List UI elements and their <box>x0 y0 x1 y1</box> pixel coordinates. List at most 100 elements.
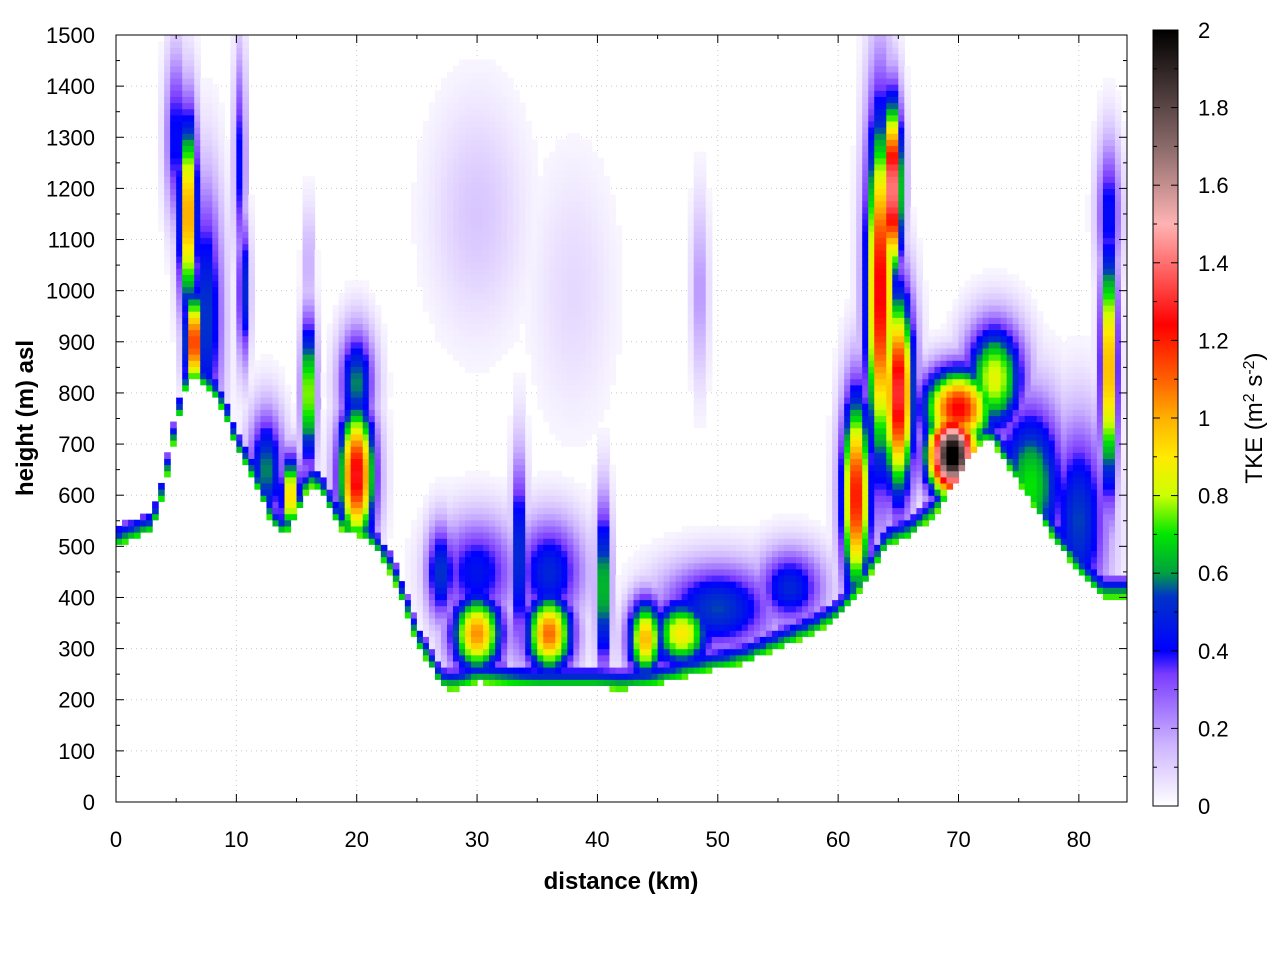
heatmap-cell <box>453 169 460 177</box>
heatmap-cell <box>537 384 544 392</box>
heatmap-cell <box>296 378 304 386</box>
heatmap-cell <box>368 409 376 417</box>
heatmap-cell <box>278 409 286 417</box>
heatmap-cell <box>440 200 448 208</box>
heatmap-cell <box>471 550 478 558</box>
heatmap-cell <box>302 415 310 423</box>
heatmap-cell <box>453 636 460 644</box>
heatmap-cell <box>687 562 695 570</box>
heatmap-cell <box>308 212 316 220</box>
heatmap-cell <box>320 384 328 392</box>
heatmap-cell <box>416 599 424 607</box>
heatmap-cell <box>537 274 544 282</box>
heatmap-cell <box>603 630 611 637</box>
heatmap-cell <box>513 304 520 312</box>
heatmap-cell <box>513 599 520 607</box>
heatmap-cell <box>723 538 731 545</box>
heatmap-cell <box>338 317 346 324</box>
heatmap-cell <box>465 96 472 104</box>
heatmap-cell <box>549 421 556 429</box>
heatmap-cell <box>501 120 508 128</box>
heatmap-cell <box>669 630 677 637</box>
heatmap-cell <box>705 360 713 367</box>
heatmap-cell <box>585 574 593 582</box>
heatmap-cell <box>164 243 171 251</box>
heatmap-cell <box>591 268 599 275</box>
heatmap-cell <box>176 231 183 239</box>
heatmap-cell <box>459 679 466 687</box>
heatmap-cell <box>603 206 611 214</box>
heatmap-cell <box>356 403 364 410</box>
heatmap-cell <box>507 648 514 656</box>
heatmap-cell <box>723 532 731 539</box>
heatmap-cell <box>717 642 725 650</box>
heatmap-cell <box>465 298 472 306</box>
heatmap-cell <box>254 366 262 374</box>
heatmap-cell <box>669 562 677 570</box>
heatmap-cell <box>278 507 286 515</box>
heatmap-cell <box>603 298 611 306</box>
heatmap-cell <box>705 648 713 656</box>
heatmap-cell <box>314 304 322 312</box>
heatmap-cell <box>465 163 472 171</box>
heatmap-cell <box>416 630 424 637</box>
heatmap-cell <box>248 200 256 208</box>
heatmap-cell <box>465 169 472 177</box>
heatmap-cell <box>597 525 605 533</box>
heatmap-cell <box>296 452 304 459</box>
heatmap-cell <box>471 298 478 306</box>
heatmap-cell <box>230 415 237 423</box>
heatmap-cell <box>356 482 364 490</box>
heatmap-cell <box>465 660 472 668</box>
heatmap-cell <box>615 255 623 263</box>
heatmap-cell <box>699 544 707 552</box>
heatmap-cell <box>170 53 177 61</box>
heatmap-cell <box>266 489 274 496</box>
heatmap-cell <box>699 317 707 324</box>
heatmap-cell <box>657 660 665 668</box>
heatmap-cell <box>501 605 508 613</box>
heatmap-cell <box>537 605 544 613</box>
heatmap-cell <box>471 114 478 122</box>
heatmap-cell <box>428 525 436 533</box>
heatmap-cell <box>176 378 183 386</box>
heatmap-cell <box>116 538 123 545</box>
heatmap-cell <box>212 298 219 306</box>
heatmap-cell <box>434 286 442 294</box>
heatmap-cell <box>507 274 514 282</box>
heatmap-cell <box>422 212 430 220</box>
heatmap-cell <box>326 464 334 472</box>
heatmap-cell <box>543 188 550 196</box>
heatmap-cell <box>428 280 436 288</box>
heatmap-cell <box>242 390 249 398</box>
heatmap-cell <box>663 605 671 613</box>
heatmap-cell <box>513 544 520 552</box>
heatmap-cell <box>182 200 189 208</box>
heatmap-cell <box>573 587 580 594</box>
heatmap-cell <box>597 323 605 331</box>
heatmap-cell <box>549 366 556 374</box>
heatmap-cell <box>266 482 274 490</box>
heatmap-cell <box>549 268 556 275</box>
heatmap-cell <box>567 378 574 386</box>
heatmap-cell <box>200 90 207 97</box>
heatmap-cell <box>495 329 502 337</box>
heatmap-cell <box>308 317 316 324</box>
heatmap-cell <box>200 341 207 349</box>
heatmap-cell <box>410 550 418 558</box>
heatmap-cell <box>483 120 490 128</box>
heatmap-cell <box>561 660 568 668</box>
heatmap-cell <box>434 108 442 116</box>
heatmap-cell <box>182 41 189 48</box>
heatmap-cell <box>428 556 436 564</box>
heatmap-cell <box>453 532 460 539</box>
heatmap-cell <box>236 286 243 294</box>
heatmap-cell <box>422 593 430 601</box>
heatmap-cell <box>561 188 568 196</box>
heatmap-cell <box>459 636 466 644</box>
heatmap-cell <box>483 482 490 490</box>
heatmap-cell <box>507 464 514 472</box>
heatmap-cell <box>609 470 617 478</box>
heatmap-cell <box>368 458 376 466</box>
heatmap-cell <box>453 317 460 324</box>
